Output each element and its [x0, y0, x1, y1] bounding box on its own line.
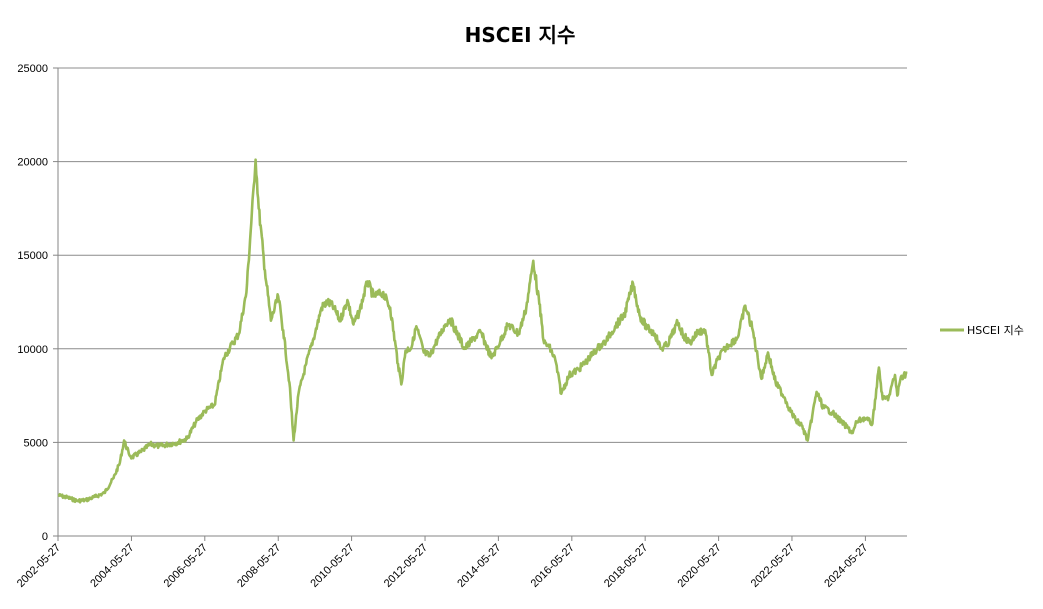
- plot-area: [57, 158, 908, 504]
- y-tick-label: 20000: [17, 157, 48, 169]
- x-tick-label: 2006-05-27: [162, 542, 210, 590]
- x-axis-ticks: 2002-05-27 2004-05-27 2006-05-27 2008-05-27…: [15, 536, 871, 590]
- y-axis-ticks: 0 5000 10000 15000 20000 25000: [17, 63, 58, 543]
- x-tick-label: 2004-05-27: [88, 542, 136, 590]
- series-line-hscei: [57, 158, 908, 504]
- x-tick-label: 2016-05-27: [529, 542, 577, 590]
- x-tick-label: 2018-05-27: [602, 542, 650, 590]
- y-tick-label: 0: [42, 531, 48, 543]
- x-tick-label: 2020-05-27: [675, 542, 723, 590]
- x-tick-label: 2008-05-27: [235, 542, 283, 590]
- x-tick-label: 2010-05-27: [308, 542, 356, 590]
- y-tick-label: 10000: [17, 344, 48, 356]
- x-tick-label: 2012-05-27: [382, 542, 430, 590]
- legend-label: HSCEI 지수: [967, 324, 1024, 337]
- legend: HSCEI 지수: [940, 324, 1024, 337]
- x-tick-label: 2002-05-27: [15, 542, 63, 590]
- x-tick-label: 2014-05-27: [455, 542, 503, 590]
- y-tick-label: 5000: [24, 437, 48, 449]
- axes: [57, 68, 907, 537]
- y-tick-label: 25000: [17, 63, 48, 75]
- y-tick-label: 15000: [17, 250, 48, 262]
- x-tick-label: 2024-05-27: [822, 542, 870, 590]
- x-tick-label: 2022-05-27: [749, 542, 797, 590]
- chart-title: HSCEI 지수: [465, 23, 576, 47]
- gridlines: [58, 67, 907, 443]
